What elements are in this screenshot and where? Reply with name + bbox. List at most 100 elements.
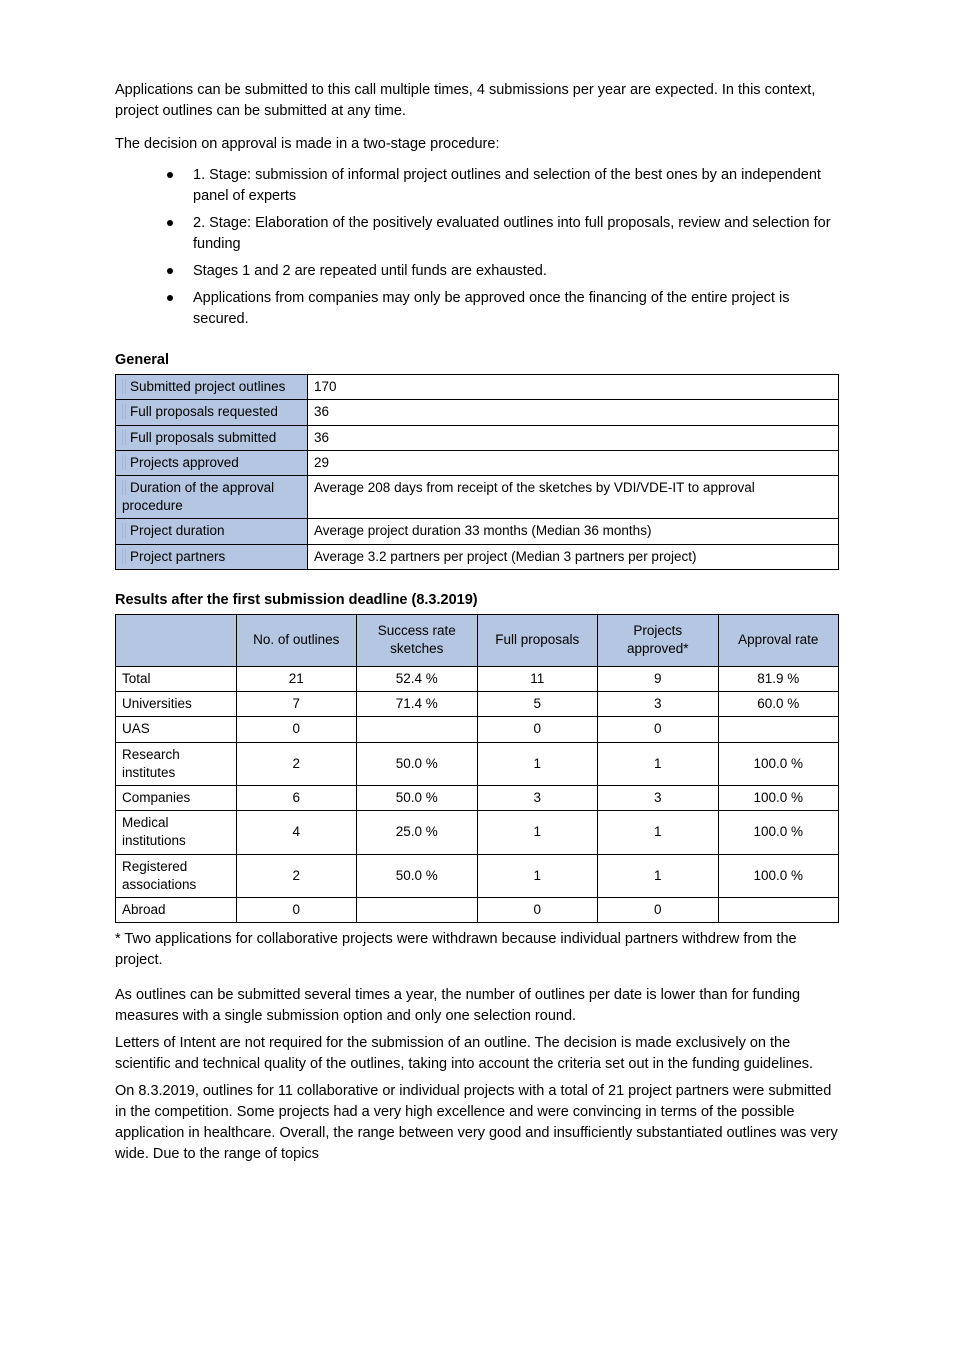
row-label: Projects approved xyxy=(122,455,239,470)
cell: Medical institutions xyxy=(116,811,237,854)
post-paragraph: Letters of Intent are not required for t… xyxy=(115,1033,839,1075)
cell: 50.0 % xyxy=(357,786,478,811)
cell: 100.0 % xyxy=(718,854,839,897)
cell: Companies xyxy=(116,786,237,811)
col-header: No. of outlines xyxy=(236,614,357,666)
cell: 3 xyxy=(477,786,598,811)
footnote: * Two applications for collaborative pro… xyxy=(115,929,839,971)
cell: 5 xyxy=(477,692,598,717)
table-row: Registered associations 2 50.0 % 1 1 100… xyxy=(116,854,839,897)
row-value: 36 xyxy=(308,425,839,450)
row-label: Project partners xyxy=(122,549,225,564)
cell: 100.0 % xyxy=(718,811,839,854)
cell xyxy=(718,898,839,923)
cell: 9 xyxy=(598,666,719,691)
cell: 1 xyxy=(477,854,598,897)
cell xyxy=(718,717,839,742)
row-value: 170 xyxy=(308,375,839,400)
cell: 0 xyxy=(236,717,357,742)
cell: 0 xyxy=(598,717,719,742)
col-header: Projects approved* xyxy=(598,614,719,666)
cell: 2 xyxy=(236,742,357,785)
bullet-item: Applications from companies may only be … xyxy=(167,288,839,330)
cell: 1 xyxy=(598,811,719,854)
cell: 50.0 % xyxy=(357,854,478,897)
cell: 2 xyxy=(236,854,357,897)
row-value: 29 xyxy=(308,450,839,475)
table-row: Project partners Average 3.2 partners pe… xyxy=(116,544,839,569)
table-row: Abroad 0 0 0 xyxy=(116,898,839,923)
row-label: Project duration xyxy=(122,523,225,538)
cell: 25.0 % xyxy=(357,811,478,854)
cell: Total xyxy=(116,666,237,691)
page-content: Applications can be submitted to this ca… xyxy=(0,0,954,1231)
cell: 1 xyxy=(477,811,598,854)
bullet-item: 2. Stage: Elaboration of the positively … xyxy=(167,213,839,255)
row-value: Average 208 days from receipt of the ske… xyxy=(308,476,839,519)
post-paragraph: As outlines can be submitted several tim… xyxy=(115,985,839,1027)
cell: 0 xyxy=(477,898,598,923)
col-header: Full proposals xyxy=(477,614,598,666)
cell: 6 xyxy=(236,786,357,811)
col-header: Success rate sketches xyxy=(357,614,478,666)
cell: 0 xyxy=(477,717,598,742)
table-row: Project duration Average project duratio… xyxy=(116,519,839,544)
row-value: 36 xyxy=(308,400,839,425)
cell: 11 xyxy=(477,666,598,691)
results-table: No. of outlines Success rate sketches Fu… xyxy=(115,614,839,923)
cell: 50.0 % xyxy=(357,742,478,785)
intro-paragraph-1: Applications can be submitted to this ca… xyxy=(115,80,839,122)
table-row: Universities 7 71.4 % 5 3 60.0 % xyxy=(116,692,839,717)
table-header-row: No. of outlines Success rate sketches Fu… xyxy=(116,614,839,666)
table-row: Full proposals submitted 36 xyxy=(116,425,839,450)
table-row: Research institutes 2 50.0 % 1 1 100.0 % xyxy=(116,742,839,785)
row-value: Average 3.2 partners per project (Median… xyxy=(308,544,839,569)
table-row: Medical institutions 4 25.0 % 1 1 100.0 … xyxy=(116,811,839,854)
general-heading: General xyxy=(115,352,839,368)
table-row: Companies 6 50.0 % 3 3 100.0 % xyxy=(116,786,839,811)
cell: 0 xyxy=(236,898,357,923)
cell: 71.4 % xyxy=(357,692,478,717)
cell: Universities xyxy=(116,692,237,717)
cell: 1 xyxy=(598,854,719,897)
cell: 100.0 % xyxy=(718,742,839,785)
table-row: Full proposals requested 36 xyxy=(116,400,839,425)
cell: 3 xyxy=(598,692,719,717)
row-label: Full proposals requested xyxy=(122,404,278,419)
row-label: Duration of the approval procedure xyxy=(122,480,274,513)
bullet-item: Stages 1 and 2 are repeated until funds … xyxy=(167,261,839,282)
cell: Abroad xyxy=(116,898,237,923)
cell: 100.0 % xyxy=(718,786,839,811)
table-row: Projects approved 29 xyxy=(116,450,839,475)
cell: 1 xyxy=(598,742,719,785)
cell: 3 xyxy=(598,786,719,811)
row-value: Average project duration 33 months (Medi… xyxy=(308,519,839,544)
table-row: Submitted project outlines 170 xyxy=(116,375,839,400)
cell: Registered associations xyxy=(116,854,237,897)
cell: 52.4 % xyxy=(357,666,478,691)
cell: 81.9 % xyxy=(718,666,839,691)
procedure-bullet-list: 1. Stage: submission of informal project… xyxy=(115,165,839,330)
cell: 60.0 % xyxy=(718,692,839,717)
row-label: Full proposals submitted xyxy=(122,430,276,445)
cell: UAS xyxy=(116,717,237,742)
table-row: Duration of the approval procedure Avera… xyxy=(116,476,839,519)
intro-paragraph-2: The decision on approval is made in a tw… xyxy=(115,134,839,155)
post-paragraph: On 8.3.2019, outlines for 11 collaborati… xyxy=(115,1081,839,1165)
table-row: Total 21 52.4 % 11 9 81.9 % xyxy=(116,666,839,691)
bullet-item: 1. Stage: submission of informal project… xyxy=(167,165,839,207)
cell: 7 xyxy=(236,692,357,717)
cell: Research institutes xyxy=(116,742,237,785)
cell: 4 xyxy=(236,811,357,854)
col-header xyxy=(116,614,237,666)
cell: 21 xyxy=(236,666,357,691)
row-label: Submitted project outlines xyxy=(122,379,285,394)
cell: 0 xyxy=(598,898,719,923)
results-heading: Results after the first submission deadl… xyxy=(115,592,839,608)
table-row: UAS 0 0 0 xyxy=(116,717,839,742)
general-table: Submitted project outlines 170 Full prop… xyxy=(115,374,839,570)
col-header: Approval rate xyxy=(718,614,839,666)
cell xyxy=(357,898,478,923)
cell xyxy=(357,717,478,742)
cell: 1 xyxy=(477,742,598,785)
